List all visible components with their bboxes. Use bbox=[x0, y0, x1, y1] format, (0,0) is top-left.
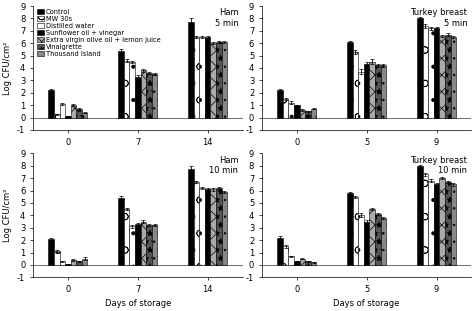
Bar bbox=[199, 188, 205, 265]
Bar bbox=[146, 225, 152, 265]
Bar bbox=[146, 73, 152, 118]
Bar bbox=[216, 188, 222, 265]
Bar bbox=[222, 42, 227, 118]
Bar bbox=[445, 35, 450, 118]
Bar bbox=[364, 221, 369, 265]
Bar bbox=[439, 178, 445, 265]
Bar bbox=[48, 90, 54, 118]
Bar bbox=[375, 66, 381, 118]
Bar bbox=[358, 72, 364, 118]
Bar bbox=[381, 218, 386, 265]
Bar bbox=[222, 192, 227, 265]
Bar bbox=[300, 110, 305, 118]
Bar bbox=[205, 37, 210, 118]
Bar bbox=[305, 111, 311, 118]
Bar bbox=[65, 116, 71, 118]
Bar bbox=[439, 36, 445, 118]
Bar bbox=[358, 215, 364, 265]
Bar bbox=[54, 251, 60, 265]
Bar bbox=[194, 37, 199, 118]
Bar bbox=[205, 189, 210, 265]
Bar bbox=[60, 261, 65, 265]
Bar bbox=[434, 28, 439, 118]
Bar bbox=[210, 189, 216, 265]
Y-axis label: Log CFU/cm²: Log CFU/cm² bbox=[2, 189, 11, 242]
Bar bbox=[353, 197, 358, 265]
Bar bbox=[445, 182, 450, 265]
Bar bbox=[381, 66, 386, 118]
Bar bbox=[129, 226, 135, 265]
Bar bbox=[428, 181, 434, 265]
Bar bbox=[216, 42, 222, 118]
Bar bbox=[428, 28, 434, 118]
Bar bbox=[450, 184, 456, 265]
Bar bbox=[283, 99, 288, 118]
Bar bbox=[288, 103, 294, 118]
Bar bbox=[423, 26, 428, 118]
Bar bbox=[375, 214, 381, 265]
Bar bbox=[188, 169, 194, 265]
Bar bbox=[294, 105, 300, 118]
Bar bbox=[124, 209, 129, 265]
Bar bbox=[450, 37, 456, 118]
Bar bbox=[76, 109, 82, 118]
Bar bbox=[305, 261, 311, 265]
Bar bbox=[194, 182, 199, 265]
Bar bbox=[54, 114, 60, 118]
Bar bbox=[369, 62, 375, 118]
Text: Ham
5 min: Ham 5 min bbox=[215, 8, 238, 28]
Bar bbox=[347, 193, 353, 265]
Bar bbox=[311, 262, 316, 265]
Text: Ham
10 min: Ham 10 min bbox=[210, 156, 238, 175]
X-axis label: Days of storage: Days of storage bbox=[334, 299, 400, 309]
Bar bbox=[294, 261, 300, 265]
Y-axis label: Log CFU/cm²: Log CFU/cm² bbox=[2, 41, 11, 95]
Text: Turkey breast
5 min: Turkey breast 5 min bbox=[410, 8, 467, 28]
Bar bbox=[423, 174, 428, 265]
Bar bbox=[152, 225, 157, 265]
Bar bbox=[141, 70, 146, 118]
Bar bbox=[129, 62, 135, 118]
Bar bbox=[417, 166, 423, 265]
Bar bbox=[71, 260, 76, 265]
Bar bbox=[124, 61, 129, 118]
Bar bbox=[135, 224, 141, 265]
Bar bbox=[434, 184, 439, 265]
Bar bbox=[277, 90, 283, 118]
Bar bbox=[347, 42, 353, 118]
Text: Turkey breast
10 min: Turkey breast 10 min bbox=[410, 156, 467, 175]
Bar bbox=[353, 52, 358, 118]
Bar bbox=[118, 51, 124, 118]
Bar bbox=[210, 43, 216, 118]
Bar bbox=[60, 104, 65, 118]
Bar bbox=[118, 198, 124, 265]
X-axis label: Days of storage: Days of storage bbox=[105, 299, 171, 309]
Bar bbox=[417, 18, 423, 118]
Bar bbox=[188, 22, 194, 118]
Legend: Control, MW 30s, Distilled water, Sunflower oil + vinegar, Extra virgin olive oi: Control, MW 30s, Distilled water, Sunflo… bbox=[36, 8, 161, 58]
Bar bbox=[65, 264, 71, 265]
Bar bbox=[199, 37, 205, 118]
Bar bbox=[82, 259, 88, 265]
Bar bbox=[288, 256, 294, 265]
Bar bbox=[135, 77, 141, 118]
Bar bbox=[283, 246, 288, 265]
Bar bbox=[311, 109, 316, 118]
Bar bbox=[71, 105, 76, 118]
Bar bbox=[277, 238, 283, 265]
Bar bbox=[364, 64, 369, 118]
Bar bbox=[300, 259, 305, 265]
Bar bbox=[141, 221, 146, 265]
Bar bbox=[82, 113, 88, 118]
Bar bbox=[76, 261, 82, 265]
Bar bbox=[48, 239, 54, 265]
Bar bbox=[152, 74, 157, 118]
Bar bbox=[369, 209, 375, 265]
